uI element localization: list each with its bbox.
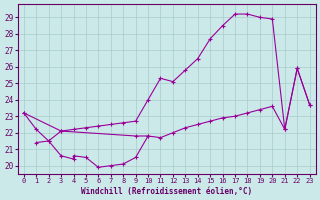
X-axis label: Windchill (Refroidissement éolien,°C): Windchill (Refroidissement éolien,°C) — [81, 187, 252, 196]
